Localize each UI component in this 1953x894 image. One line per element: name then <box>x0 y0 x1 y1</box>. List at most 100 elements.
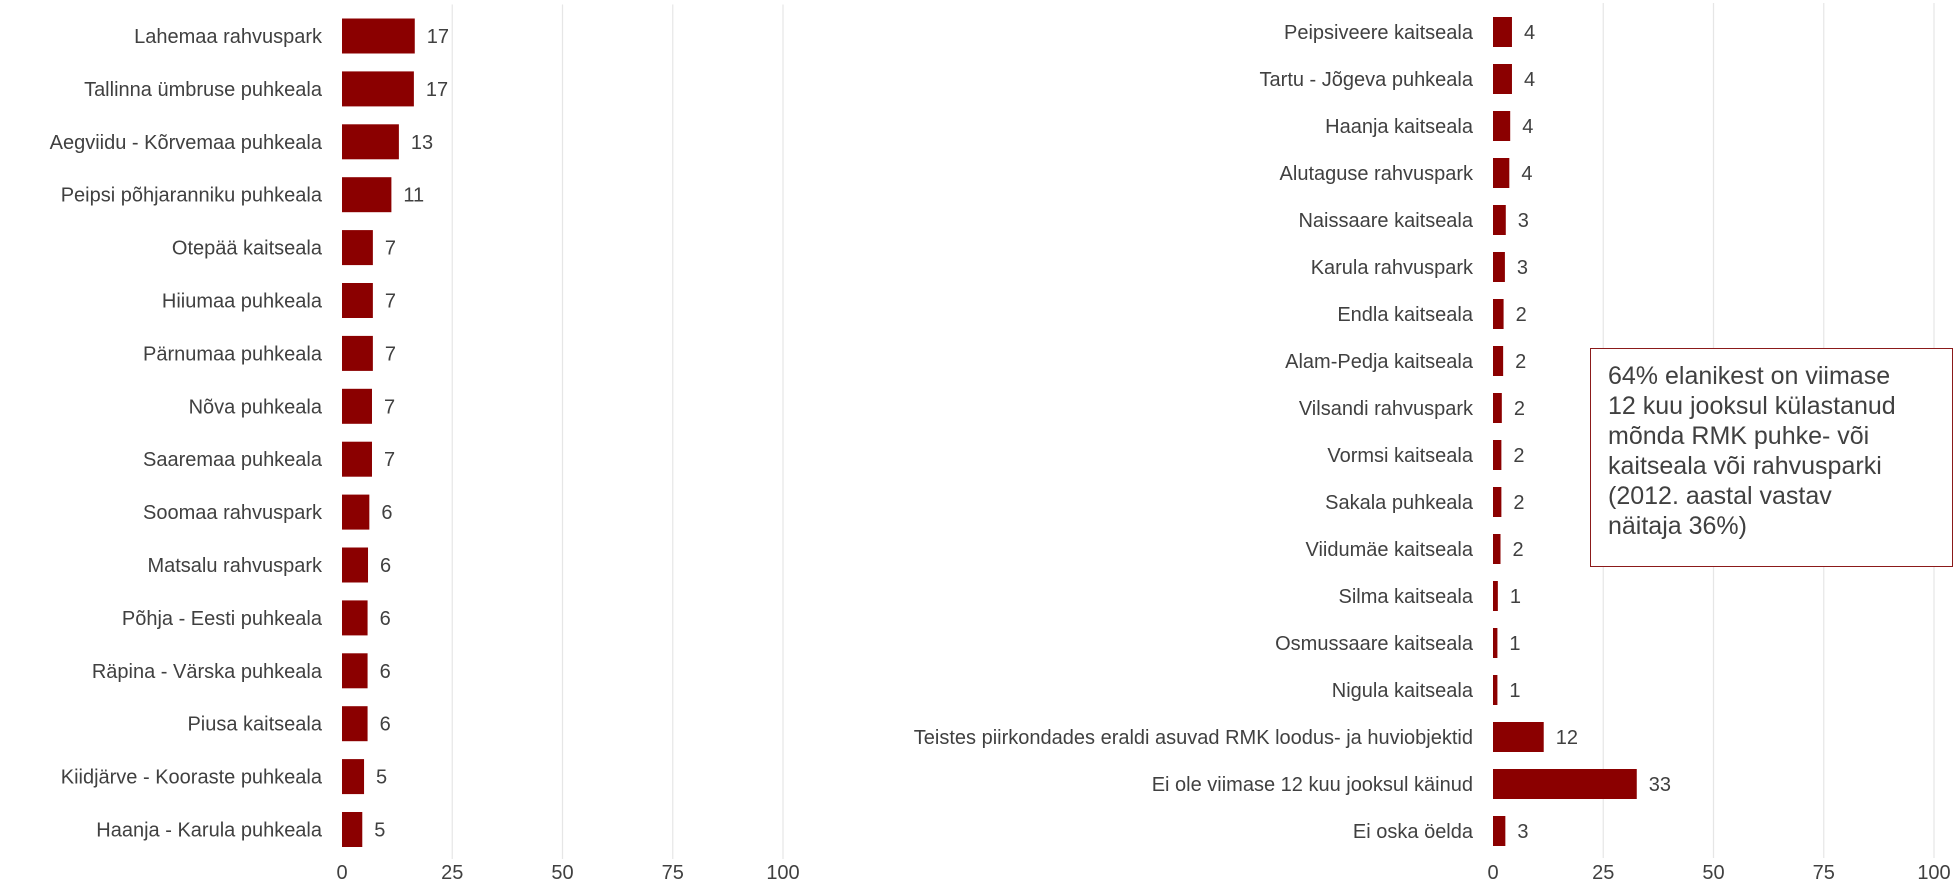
bar <box>342 759 365 795</box>
x-tick-label: 25 <box>441 862 463 884</box>
value-label: 6 <box>380 714 391 736</box>
bar <box>1493 487 1502 517</box>
value-label: 4 <box>1524 69 1535 91</box>
bar <box>342 335 373 371</box>
bar <box>1493 769 1637 799</box>
value-label: 13 <box>411 132 433 154</box>
category-label: Tallinna ümbruse puhkeala <box>84 79 323 101</box>
bar <box>1493 17 1512 47</box>
x-tick-label: 50 <box>551 862 573 884</box>
category-label: Nigula kaitseala <box>1332 680 1474 702</box>
bar <box>1493 64 1512 94</box>
bar <box>342 230 373 266</box>
value-label: 3 <box>1518 210 1529 232</box>
bar <box>342 653 368 689</box>
value-label: 6 <box>380 661 391 683</box>
value-label: 6 <box>380 608 391 630</box>
value-label: 5 <box>376 767 387 789</box>
bar <box>342 177 392 213</box>
value-label: 3 <box>1517 821 1528 843</box>
bar <box>342 18 415 54</box>
bar <box>342 388 372 424</box>
category-label: Vormsi kaitseala <box>1327 445 1473 467</box>
category-label: Otepää kaitseala <box>172 238 323 260</box>
value-label: 4 <box>1521 163 1532 185</box>
bar <box>342 494 370 530</box>
bar <box>1493 722 1544 752</box>
bar <box>342 441 372 477</box>
bar <box>342 600 368 636</box>
category-label: Silma kaitseala <box>1338 586 1473 608</box>
category-label: Peipsiveere kaitseala <box>1284 22 1474 44</box>
bar <box>342 71 414 107</box>
value-label: 7 <box>385 238 396 260</box>
value-label: 1 <box>1509 680 1520 702</box>
bar <box>1493 675 1498 705</box>
bar <box>1493 534 1501 564</box>
category-label: Viidumäe kaitseala <box>1305 539 1473 561</box>
category-label: Karula rahvuspark <box>1311 257 1474 279</box>
bar <box>1493 299 1504 329</box>
category-label: Teistes piirkondades eraldi asuvad RMK l… <box>914 727 1473 749</box>
value-label: 17 <box>427 26 449 48</box>
x-tick-label: 75 <box>1813 862 1835 884</box>
category-label: Osmussaare kaitseala <box>1275 633 1474 655</box>
x-tick-label: 0 <box>336 862 347 884</box>
value-label: 3 <box>1517 257 1528 279</box>
value-label: 12 <box>1556 727 1578 749</box>
x-tick-label: 100 <box>766 862 799 884</box>
category-label: Räpina - Värska puhkeala <box>92 661 323 683</box>
bar <box>1493 111 1511 141</box>
category-label: Haanja - Karula puhkeala <box>96 820 323 842</box>
category-label: Haanja kaitseala <box>1325 116 1474 138</box>
x-tick-label: 75 <box>662 862 684 884</box>
category-label: Peipsi põhjaranniku puhkeala <box>61 185 323 207</box>
value-label: 1 <box>1509 633 1520 655</box>
bar <box>1493 440 1502 470</box>
bar <box>1493 816 1506 846</box>
x-tick-label: 0 <box>1487 862 1498 884</box>
category-label: Piusa kaitseala <box>187 714 322 736</box>
category-label: Alam-Pedja kaitseala <box>1285 351 1474 373</box>
category-label: Vilsandi rahvuspark <box>1299 398 1474 420</box>
category-label: Endla kaitseala <box>1337 304 1474 326</box>
bar <box>342 706 368 742</box>
x-tick-label: 50 <box>1702 862 1724 884</box>
value-label: 1 <box>1510 586 1521 608</box>
value-label: 7 <box>385 343 396 365</box>
category-label: Pärnumaa puhkeala <box>143 343 323 365</box>
category-label: Aegviidu - Kõrvemaa puhkeala <box>50 132 323 154</box>
category-label: Soomaa rahvuspark <box>143 502 323 524</box>
value-label: 2 <box>1512 539 1523 561</box>
category-label: Lahemaa rahvuspark <box>134 26 323 48</box>
value-label: 2 <box>1514 398 1525 420</box>
category-label: Ei oska öelda <box>1353 821 1474 843</box>
bar <box>1493 252 1505 282</box>
bar <box>1493 393 1502 423</box>
category-label: Saaremaa puhkeala <box>143 449 323 471</box>
category-label: Kiidjärve - Kooraste puhkeala <box>61 767 323 789</box>
value-label: 2 <box>1513 492 1524 514</box>
value-label: 4 <box>1524 22 1535 44</box>
bar <box>1493 205 1506 235</box>
bar <box>342 812 363 847</box>
value-label: 2 <box>1516 304 1527 326</box>
value-label: 17 <box>426 79 448 101</box>
annotation-box: 64% elanikest on viimase 12 kuu jooksul … <box>1590 348 1953 567</box>
bar <box>1493 346 1504 376</box>
category-label: Ei ole viimase 12 kuu jooksul käinud <box>1152 774 1473 796</box>
category-label: Tartu - Jõgeva puhkeala <box>1260 69 1474 91</box>
category-label: Hiiumaa puhkeala <box>162 291 323 313</box>
value-label: 6 <box>380 555 391 577</box>
x-tick-label: 25 <box>1592 862 1614 884</box>
value-label: 6 <box>381 502 392 524</box>
value-label: 33 <box>1649 774 1671 796</box>
bar <box>342 283 373 318</box>
value-label: 2 <box>1515 351 1526 373</box>
value-label: 7 <box>385 291 396 313</box>
bar <box>1493 628 1498 658</box>
right-bar-chart: 0 25 50 75 100 Peipsiveere kaitseala 4 Tartu - … <box>914 3 1951 884</box>
category-label: Matsalu rahvuspark <box>147 555 323 577</box>
